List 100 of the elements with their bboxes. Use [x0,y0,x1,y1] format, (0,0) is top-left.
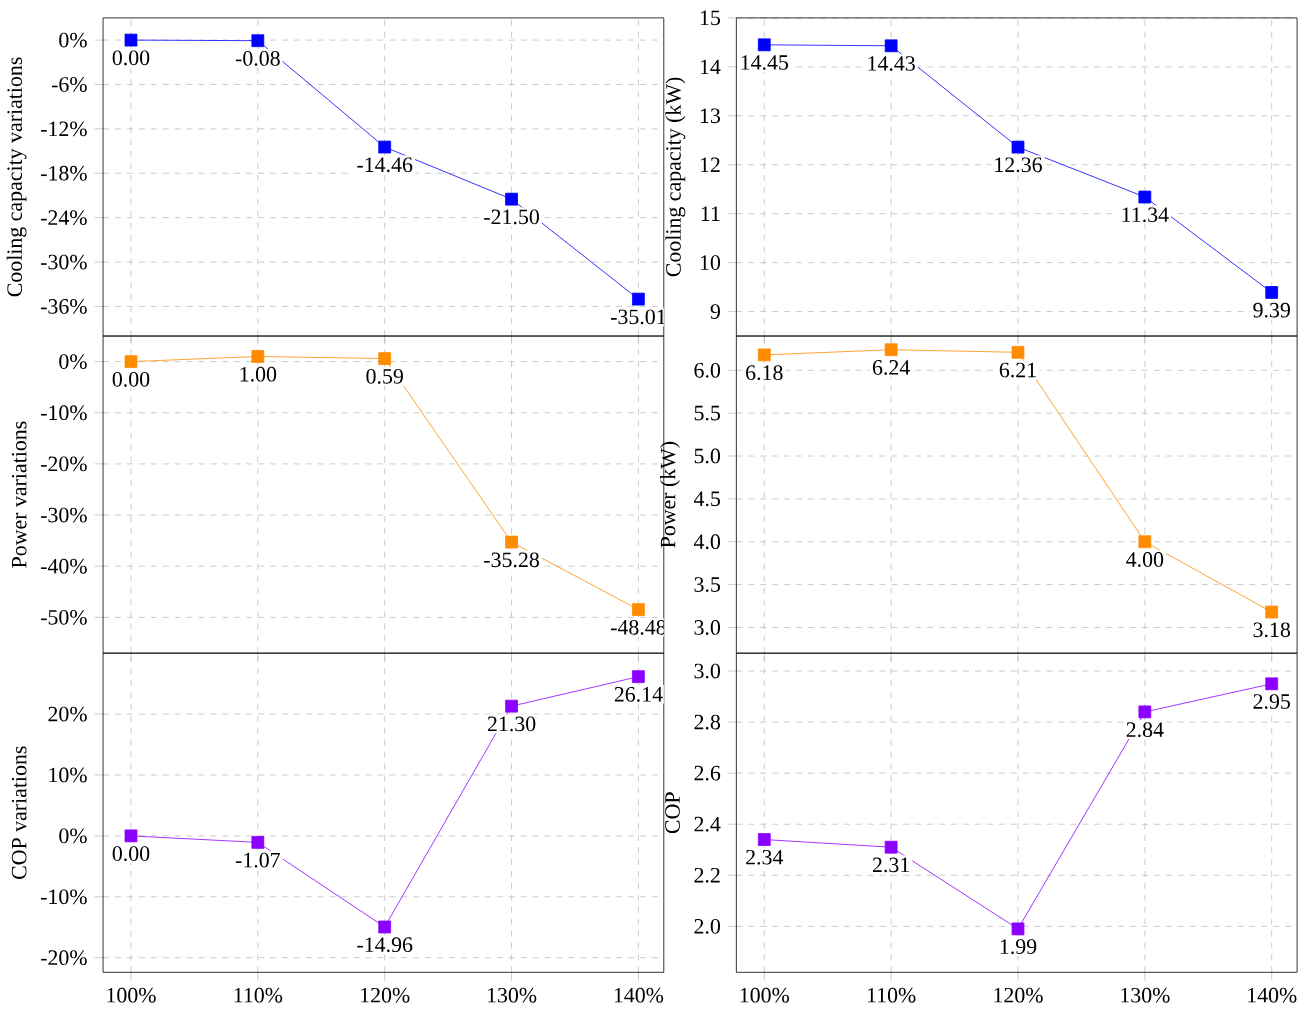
point [1265,605,1279,619]
y-tick-label: -18% [40,165,87,181]
y-tick-label: -10% [40,889,87,905]
y-tick-label: 2.2 [694,867,720,883]
y-tick-label: -36% [40,298,87,314]
point [124,33,138,47]
y-tick-label: 4.5 [693,491,720,507]
point [884,840,898,854]
y-tick-label: -30% [40,507,87,523]
y-tick-label: 9 [710,304,720,319]
x-tick-label: 100% [740,987,790,1003]
x-tick-label: 140% [614,987,664,1003]
y-tick-label: -40% [40,558,87,574]
data-label: 6.24 [872,359,910,375]
point [1011,922,1025,936]
y-tick-label: 0% [59,32,87,48]
data-label: -14.96 [357,937,413,952]
y-tick-label: 6.0 [694,362,721,378]
data-label: 2.34 [746,849,784,865]
y-tick-label: 0% [59,828,87,844]
data-label: 1.99 [1000,939,1037,954]
x-tick-label: 130% [1121,987,1170,1003]
data-label: 14.43 [868,56,915,71]
y-tick-label: 2.0 [694,918,721,934]
point [632,603,645,616]
data-label: 6.18 [746,365,783,380]
data-label: 0.59 [366,368,403,384]
point [251,835,265,849]
point [1138,190,1152,204]
x-tick-label: 100% [107,987,156,1003]
data-label: -1.07 [235,852,280,868]
y-tick-label: 2.6 [694,765,721,781]
y-axis-title: Power (kW) [660,441,680,548]
point [251,34,265,47]
data-label: 0.00 [112,371,150,387]
point [1265,677,1279,691]
point [505,699,518,713]
point [1138,535,1152,548]
data-label: 2.84 [1126,722,1164,737]
y-tick-label: 11 [701,206,720,221]
y-tick-label: 4.0 [693,534,721,550]
y-tick-label: 5.5 [694,405,720,421]
point [632,670,645,683]
data-label: 14.45 [741,55,789,70]
x-tick-label: 140% [1248,987,1297,1003]
data-label: -21.50 [484,209,539,225]
point [757,348,771,362]
y-tick-label: 13 [700,108,720,123]
data-label: 2.31 [872,857,909,873]
point [1011,140,1025,154]
point [124,829,138,843]
y-axis-title: Cooling capacity variations [6,57,27,297]
x-tick-label: 130% [487,987,537,1003]
y-tick-label: -6% [51,76,87,92]
data-label: 4.00 [1126,551,1164,567]
y-tick-label: 3.0 [694,619,721,635]
data-label: 1.00 [240,366,277,382]
data-label: 0.00 [112,846,150,861]
y-tick-label: 3.5 [694,577,720,592]
y-tick-label: 12 [700,157,720,172]
data-label: -35.01 [610,309,666,325]
point [378,920,392,934]
x-tick-label: 110% [234,987,283,1003]
y-tick-label: -20% [40,950,87,965]
point [124,355,138,368]
y-tick-label: 15 [700,10,720,26]
data-label: 26.14 [614,686,663,702]
point [884,343,898,356]
data-label: 0.00 [112,50,150,66]
y-tick-label: -20% [40,456,87,472]
y-tick-label: -30% [40,254,87,270]
point [378,140,392,154]
y-tick-label: -24% [40,210,87,225]
data-label: 2.95 [1253,694,1290,709]
data-label: -14.46 [357,157,413,173]
y-tick-label: 5.0 [694,448,721,464]
y-axis-title: COP [665,792,680,833]
y-tick-label: 3.0 [694,663,721,679]
point [757,38,771,52]
y-tick-label: -10% [40,405,87,421]
y-tick-label: 10 [700,255,721,270]
y-tick-label: -12% [40,121,87,137]
y-tick-label: 14 [700,59,721,74]
data-label: -0.08 [235,50,280,66]
y-tick-label: 10% [49,767,87,783]
point [1138,705,1152,719]
data-label: 12.36 [995,157,1042,173]
y-tick-label: 0% [59,354,87,369]
data-label: 11.34 [1122,207,1169,223]
x-tick-label: 120% [994,987,1043,1003]
point [884,39,898,53]
y-axis-title: Cooling capacity (kW) [665,77,686,277]
point [378,352,392,365]
data-label: 3.18 [1253,622,1291,638]
point [251,349,265,363]
point [505,192,518,206]
data-label: 9.39 [1253,302,1290,318]
x-tick-label: 120% [361,987,410,1003]
data-label: 21.30 [487,716,536,732]
point [505,535,518,549]
